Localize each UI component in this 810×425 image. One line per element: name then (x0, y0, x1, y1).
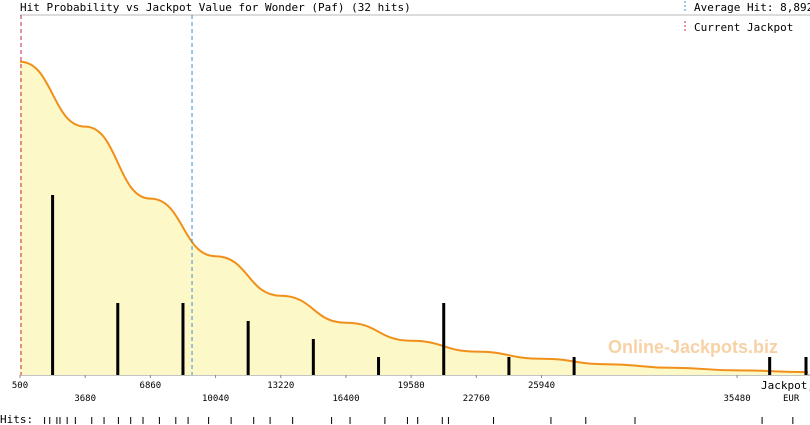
x-tick-label-bottom: 22760 (463, 394, 490, 404)
hit-bar (51, 195, 55, 375)
x-tick-label-bottom: 16400 (332, 394, 359, 404)
x-tick-label-bottom: 10040 (202, 394, 229, 404)
x-tick-label-top: 6860 (140, 381, 162, 391)
hit-bar (246, 321, 250, 375)
x-tick-label-top: 19580 (398, 381, 425, 391)
watermark: Online-Jackpots.biz (608, 337, 778, 357)
x-tick-label-top: 500 (12, 381, 28, 391)
hit-bar (442, 303, 446, 375)
x-tick-label-top: 13220 (267, 381, 294, 391)
legend-average-label: Average Hit: 8,892 (694, 1, 810, 14)
hits-label: Hits: (0, 413, 33, 425)
chart-title: Hit Probability vs Jackpot Value for Won… (20, 1, 411, 14)
hit-bar (804, 357, 808, 375)
hit-marks (44, 417, 794, 424)
x-axis-ticks: 500 6860 13220 19580 25940 3680 10040 16400 2276… (12, 375, 751, 404)
legend: Average Hit: 8,892 Current Jackpot (684, 1, 810, 34)
x-axis-label-line1: Jackpot, (761, 379, 810, 392)
hit-bar (572, 357, 576, 375)
hit-bar (768, 357, 772, 375)
probability-curve (19, 60, 809, 374)
x-axis-label-line2: EUR (783, 394, 800, 404)
hit-bar (311, 339, 315, 375)
hit-bar (116, 303, 120, 375)
legend-current-label: Current Jackpot (694, 21, 793, 34)
hit-bar (377, 357, 381, 375)
x-tick-label-bottom: 3680 (74, 394, 96, 404)
hit-bar (181, 303, 185, 375)
probability-area (20, 61, 808, 376)
hit-bars (51, 195, 808, 375)
hit-bar (507, 357, 511, 375)
x-tick-label-top: 25940 (528, 381, 555, 391)
x-tick-label-bottom: 35480 (724, 394, 751, 404)
